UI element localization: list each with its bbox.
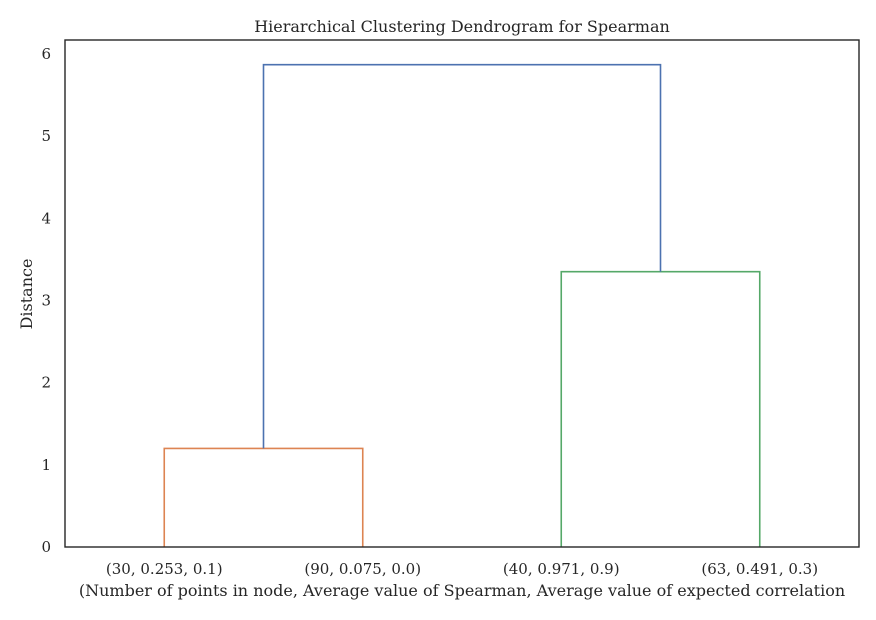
y-tick-label: 2 — [41, 374, 51, 392]
leaf-label: (63, 0.491, 0.3) — [701, 560, 818, 578]
y-tick-label: 0 — [41, 538, 51, 556]
leaf-label: (90, 0.075, 0.0) — [304, 560, 421, 578]
y-tick-label: 1 — [41, 456, 51, 474]
chart-title: Hierarchical Clustering Dendrogram for S… — [254, 17, 670, 36]
plot-frame — [64, 39, 860, 548]
dendrogram-links — [163, 63, 761, 547]
dendrogram-link — [163, 447, 364, 547]
dendrogram-link — [560, 270, 761, 547]
x-axis-ticks: (30, 0.253, 0.1) (90, 0.075, 0.0) (40, 0.9… — [106, 560, 818, 578]
y-tick-label: 5 — [41, 127, 51, 145]
dendrogram-link — [262, 63, 662, 449]
y-axis-ticks: 0 1 2 3 4 5 6 — [41, 45, 51, 556]
y-axis-label: Distance — [17, 259, 36, 330]
y-tick-label: 4 — [41, 209, 51, 227]
y-tick-label: 3 — [41, 291, 51, 309]
x-axis-label: (Number of points in node, Average value… — [79, 581, 845, 600]
y-tick-label: 6 — [41, 45, 51, 63]
leaf-label: (40, 0.971, 0.9) — [503, 560, 620, 578]
leaf-label: (30, 0.253, 0.1) — [106, 560, 223, 578]
